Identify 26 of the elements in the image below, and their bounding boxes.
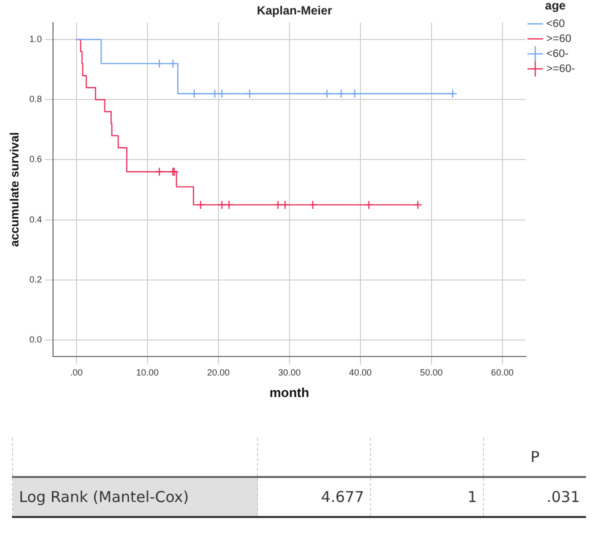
legend-title: age (545, 0, 566, 12)
x-tick-label: .00 (70, 367, 83, 378)
y-tick-label: 1.0 (29, 34, 42, 44)
text: 1 (370, 477, 484, 517)
y-axis-title: accumulate survival (8, 132, 22, 247)
x-axis-title: month (269, 384, 310, 400)
y-tick-label: 0.4 (29, 214, 42, 224)
legend-label: >=60 (546, 32, 572, 45)
legend-label: <60 (546, 18, 565, 30)
chart-title: Kaplan-Meier (256, 4, 332, 18)
x-tick-label: 40.00 (349, 367, 372, 378)
text: .031 (484, 477, 586, 517)
text: 4.677 (258, 477, 370, 517)
legend-label: <60- (546, 48, 569, 60)
y-tick-label: 0.8 (29, 94, 42, 104)
text: Log Rank (Mantel-Cox) (12, 477, 258, 517)
x-tick-label: 20.00 (207, 367, 230, 378)
y-tick-label: 0.6 (29, 154, 42, 164)
text: P (484, 438, 586, 477)
y-tick-label: 0.0 (29, 334, 42, 345)
x-tick-label: 10.00 (136, 367, 159, 378)
x-tick-label: 50.00 (420, 367, 443, 378)
x-tick-label: 60.00 (491, 367, 514, 378)
y-tick-label: 0.2 (29, 274, 42, 284)
legend-label: >=60- (546, 62, 576, 75)
x-tick-label: 30.00 (278, 367, 301, 378)
